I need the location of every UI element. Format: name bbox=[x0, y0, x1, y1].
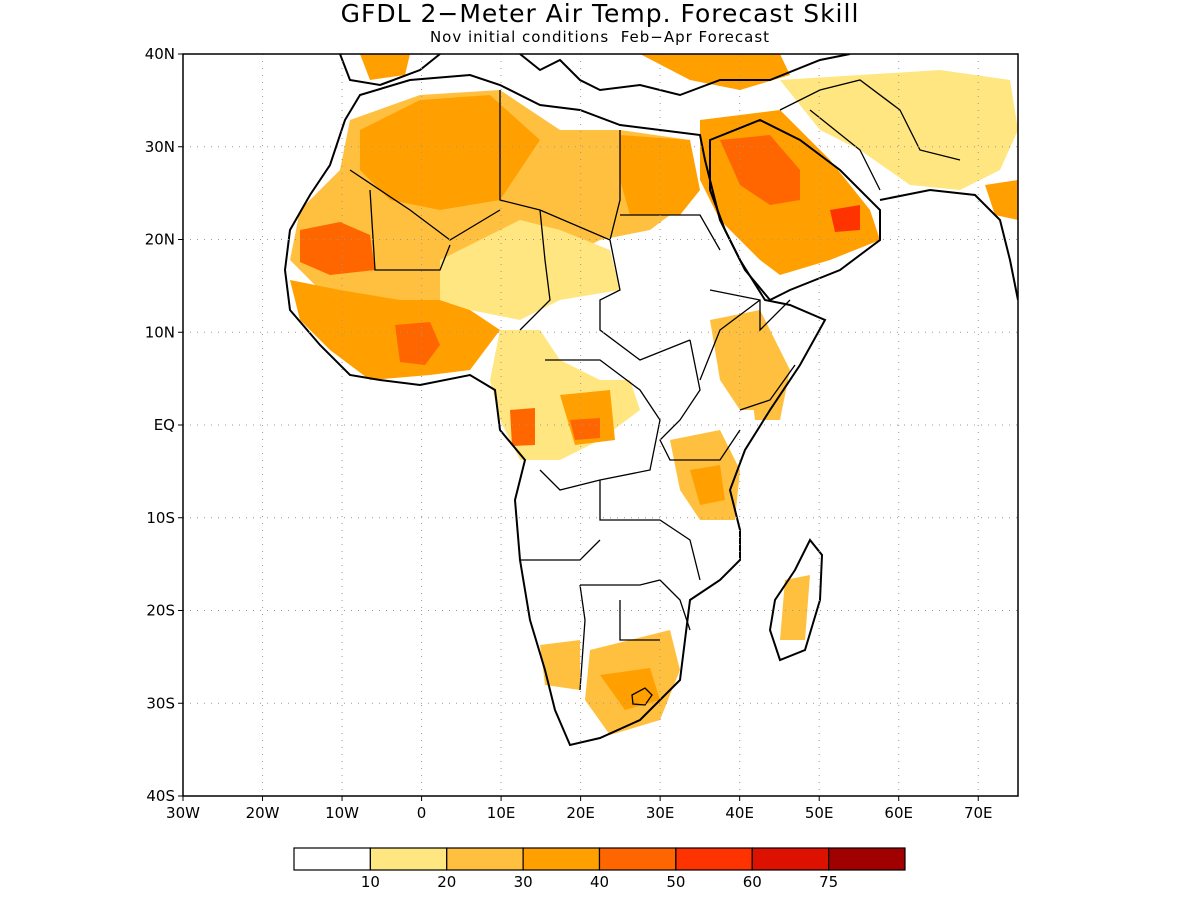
colorbar: 10 20 30 40 50 60 75 bbox=[293, 847, 906, 891]
lat-label: 20S bbox=[146, 602, 175, 620]
lon-label: 10W bbox=[325, 804, 359, 822]
colorbar-swatch bbox=[598, 847, 677, 871]
lat-axis-labels: 40N 30N 20N 10N EQ 10S 20S 30S 40S bbox=[145, 45, 183, 805]
lon-label: 60E bbox=[884, 804, 913, 822]
lesotho-border bbox=[631, 687, 653, 706]
colorbar-label: 30 bbox=[514, 873, 533, 891]
shade-tanzania-dark bbox=[690, 465, 725, 505]
shade-india bbox=[985, 180, 1018, 220]
lon-label: 50E bbox=[805, 804, 834, 822]
lon-label: 40E bbox=[725, 804, 754, 822]
shade-mauritania bbox=[300, 222, 375, 275]
lon-label: 30W bbox=[166, 804, 200, 822]
asia-coastline bbox=[879, 188, 1018, 301]
lon-label: 70E bbox=[964, 804, 993, 822]
lon-axis-labels: 30W 20W 10W 0 10E 20E 30E 40E 50E 60E 70E bbox=[166, 796, 993, 822]
colorbar-label: 60 bbox=[743, 873, 762, 891]
shade-sahel-light bbox=[440, 220, 620, 320]
colorbar-label: 50 bbox=[666, 873, 685, 891]
map-title: GFDL 2−Meter Air Temp. Forecast Skill bbox=[340, 0, 860, 28]
colorbar-swatch bbox=[675, 847, 753, 871]
shade-egypt bbox=[620, 135, 700, 215]
shade-madagascar bbox=[780, 575, 810, 640]
lesotho-outline bbox=[631, 687, 653, 706]
lat-label: 30N bbox=[145, 138, 175, 156]
map-subtitle: Nov initial conditions Feb−Apr Forecast bbox=[429, 28, 771, 46]
shade-algeria-light bbox=[360, 95, 540, 210]
colorbar-label: 20 bbox=[437, 873, 456, 891]
colorbar-swatch bbox=[293, 847, 371, 871]
lon-label: 10E bbox=[487, 804, 516, 822]
shade-congo-dark bbox=[570, 418, 600, 440]
colorbar-swatch bbox=[751, 847, 830, 871]
coastlines bbox=[283, 54, 1018, 747]
colorbar-label: 75 bbox=[819, 873, 838, 891]
lon-label: 30E bbox=[646, 804, 675, 822]
shade-somalia bbox=[750, 370, 790, 420]
lat-label: 10S bbox=[146, 509, 175, 527]
colorbar-label: 10 bbox=[361, 873, 380, 891]
colorbar-label: 40 bbox=[590, 873, 609, 891]
colorbar-swatch bbox=[828, 847, 906, 871]
colorbar-swatch bbox=[369, 847, 448, 871]
shade-spain bbox=[360, 54, 410, 80]
lon-label: 0 bbox=[417, 804, 427, 822]
lat-label: 10N bbox=[145, 323, 175, 341]
graticule bbox=[183, 54, 1018, 796]
lat-label: 30S bbox=[146, 694, 175, 712]
africa-coastline bbox=[283, 73, 827, 747]
skill-shading bbox=[290, 54, 1018, 735]
lat-label: EQ bbox=[154, 416, 175, 434]
shade-turkey bbox=[640, 54, 790, 90]
lat-label: 40N bbox=[145, 45, 175, 63]
lat-label: 20N bbox=[145, 231, 175, 249]
lon-label: 20W bbox=[246, 804, 280, 822]
lat-label: 40S bbox=[146, 787, 175, 805]
shade-south-africa-dark bbox=[600, 668, 660, 710]
colorbar-swatch bbox=[446, 847, 524, 871]
colorbar-swatch bbox=[522, 847, 601, 871]
madagascar-coastline bbox=[768, 538, 824, 662]
shade-gabon bbox=[510, 408, 535, 446]
arabia-coastline bbox=[709, 118, 881, 302]
lon-label: 20E bbox=[566, 804, 595, 822]
shade-gulf bbox=[830, 205, 860, 232]
europe-coastline bbox=[339, 54, 851, 97]
shade-namibia bbox=[540, 640, 580, 690]
